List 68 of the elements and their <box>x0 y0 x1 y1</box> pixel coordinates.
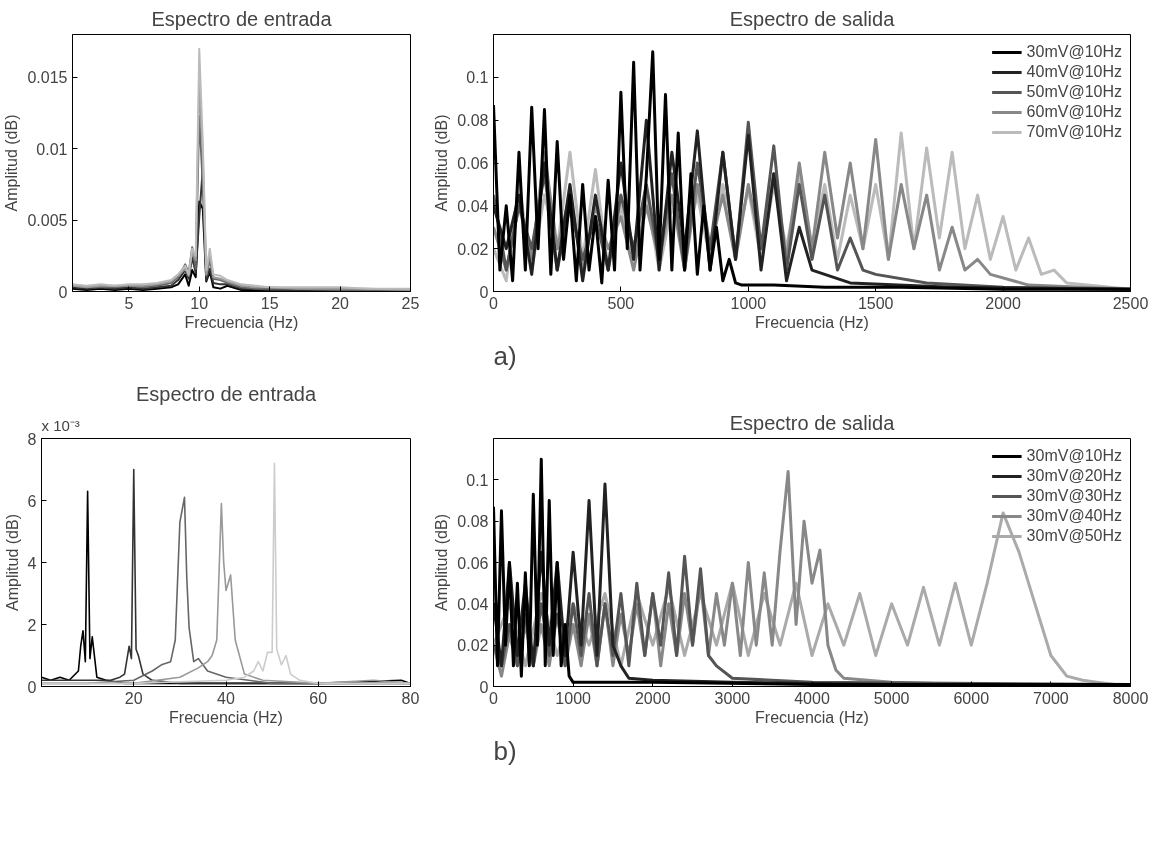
x-tick-label: 20 <box>331 294 350 312</box>
x-tick-label: 8000 <box>1112 689 1149 707</box>
x-tick-label: 2000 <box>985 294 1021 312</box>
x-tick-label: 6000 <box>953 689 990 707</box>
legend-label: 40mV@10Hz <box>1026 63 1122 81</box>
y-tick-label: 0.02 <box>457 240 489 258</box>
y-tick-label: 0.005 <box>27 212 68 230</box>
legend-label: 30mV@10Hz <box>1026 447 1122 465</box>
y-tick-label: 2 <box>27 616 37 634</box>
x-axis-title: Frecuencia (Hz) <box>755 708 869 726</box>
y-axis-title: Amplitud (dB) <box>3 114 21 212</box>
chart-title: Espectro de salida <box>729 7 896 30</box>
chart-title: Espectro de salida <box>729 411 896 434</box>
chart-title: Espectro de entrada <box>135 382 317 405</box>
x-tick-label: 10 <box>190 294 209 312</box>
y-tick-label: 8 <box>27 430 37 448</box>
y-tick-label: 0.06 <box>457 155 489 172</box>
text: a) <box>493 340 517 371</box>
y-tick-label: 0.1 <box>466 69 489 87</box>
x-tick-label: 1000 <box>730 294 767 312</box>
x-axis-title: Frecuencia (Hz) <box>755 313 869 331</box>
x-tick-label: 2000 <box>634 689 671 707</box>
y-tick-label: 0.04 <box>457 595 489 613</box>
x-tick-label: 40 <box>217 689 235 707</box>
y-axis-title: Amplitud (dB) <box>433 514 451 611</box>
y-tick-label: 0 <box>27 678 37 696</box>
x-tick-label: 1500 <box>857 294 894 312</box>
x-tick-label: 5000 <box>873 689 910 707</box>
x-tick-label: 3000 <box>714 689 751 707</box>
y-tick-label: 0.04 <box>457 197 489 215</box>
y-tick-label: 0.01 <box>36 140 68 158</box>
x-tick-label: 5 <box>124 294 134 312</box>
y-axis-title: Amplitud (dB) <box>433 114 451 212</box>
legend-label: 30mV@30Hz <box>1026 487 1122 505</box>
x-tick-label: 15 <box>260 294 279 312</box>
legend-label: 70mV@10Hz <box>1026 123 1122 141</box>
x-tick-label: 1000 <box>555 689 592 707</box>
x-tick-label: 4000 <box>794 689 830 707</box>
legend-label: 30mV@20Hz <box>1026 467 1122 485</box>
y-tick-label: 0 <box>58 283 68 301</box>
y-tick-label: 0.02 <box>457 637 489 655</box>
y-axis-title: Amplitud (dB) <box>3 514 21 611</box>
x-tick-label: 500 <box>607 294 635 312</box>
y-tick-label: 0 <box>479 678 489 696</box>
y-tick-label: 4 <box>27 554 37 572</box>
y-tick-label: 0.1 <box>466 471 489 489</box>
x-tick-label: 25 <box>401 294 420 312</box>
y-tick-label: 6 <box>27 492 37 510</box>
legend-label: 60mV@10Hz <box>1026 103 1122 121</box>
x-tick-label: 20 <box>124 689 143 707</box>
legend-label: 50mV@10Hz <box>1026 83 1122 101</box>
legend-label: 30mV@40Hz <box>1026 507 1122 525</box>
y-tick-label: 0.08 <box>457 513 489 531</box>
legend-label: 30mV@50Hz <box>1026 527 1122 545</box>
text: b) <box>493 735 517 766</box>
x-tick-label: 7000 <box>1033 689 1069 707</box>
x-tick-label: 2500 <box>1112 294 1149 312</box>
y-tick-label: 0.06 <box>457 554 489 572</box>
legend-label: 30mV@10Hz <box>1026 43 1122 61</box>
y-tick-label: 0.08 <box>457 112 489 130</box>
x-axis-title: Frecuencia (Hz) <box>169 708 283 726</box>
y-tick-label: 0 <box>479 283 489 301</box>
text: x 10⁻³ <box>41 416 80 434</box>
y-tick-label: 0.015 <box>27 69 68 87</box>
x-tick-label: 60 <box>309 689 328 707</box>
chart-title: Espectro de entrada <box>151 7 333 30</box>
x-axis-title: Frecuencia (Hz) <box>184 313 299 331</box>
x-tick-label: 80 <box>401 689 420 707</box>
